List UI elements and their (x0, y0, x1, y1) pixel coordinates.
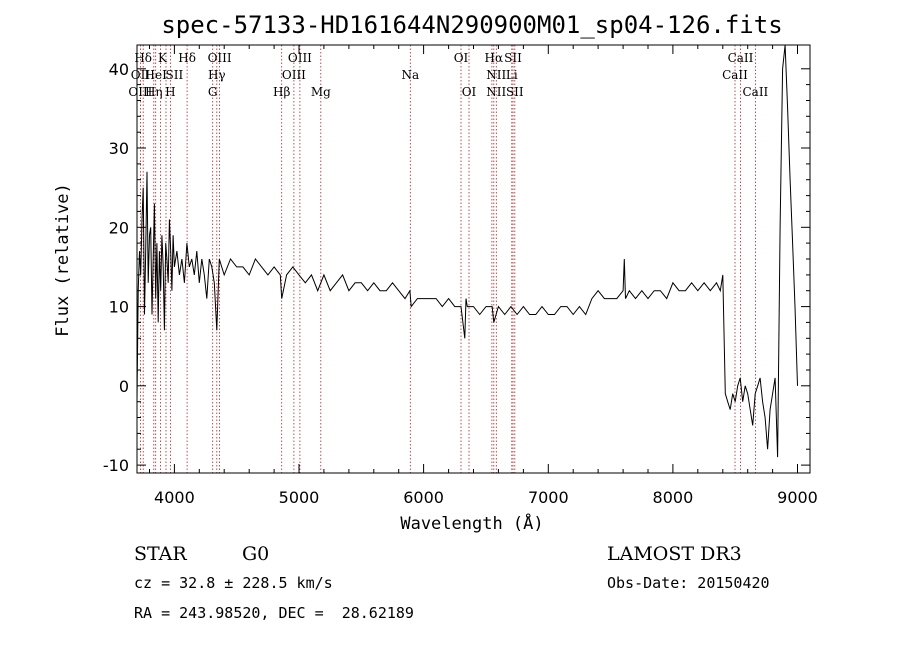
line-label-8: CaII (728, 51, 754, 65)
y-tick-label-10: 10 (109, 298, 129, 317)
line-label-3: OIII (208, 51, 232, 65)
line-label-24: OI (462, 85, 477, 99)
line-label-21: G (208, 85, 218, 99)
x-tick-label-9000: 9000 (777, 488, 818, 507)
line-label-9: OII (131, 68, 151, 82)
line-label-19: Hη (145, 85, 163, 99)
y-tick-label-0: 0 (119, 377, 129, 396)
x-tick-label-6000: 6000 (403, 488, 444, 507)
redshift-info: cz = 32.8 ± 228.5 km/s (134, 574, 333, 592)
line-label-16: Li (506, 68, 518, 82)
line-label-22: Hβ (273, 85, 290, 99)
line-label-0: Hδ (134, 51, 152, 65)
y-tick-label--10: -10 (103, 456, 129, 475)
line-label-11: SII (166, 68, 184, 82)
y-axis-ticks: -10 0 10 20 30 40 (103, 60, 810, 475)
x-tick-label-5000: 5000 (279, 488, 320, 507)
y-tick-label-20: 20 (109, 218, 129, 237)
observation-date: Obs-Date: 20150420 (607, 574, 770, 592)
line-label-14: Na (401, 68, 419, 82)
line-label-15: NII (486, 68, 506, 82)
spectrum-line (136, 44, 798, 458)
line-label-4: OIII (288, 51, 312, 65)
survey-name: LAMOST DR3 (607, 543, 742, 565)
y-tick-label-40: 40 (109, 60, 129, 79)
chart-title: spec-57133-HD161644N290900M01_sp04-126.f… (161, 11, 782, 39)
coordinates: RA = 243.98520, DEC = 28.62189 (134, 604, 414, 622)
line-label-13: OIII (282, 68, 306, 82)
spectral-subclass: G0 (242, 543, 269, 565)
line-label-27: CaII (742, 85, 768, 99)
x-axis-label: Wavelength (Å) (400, 512, 543, 534)
line-label-20: H (165, 85, 175, 99)
line-label-23: Mg (311, 85, 331, 99)
line-label-1: K (158, 51, 168, 65)
object-class: STAR (134, 543, 187, 565)
line-label-2: Hδ (178, 51, 196, 65)
x-axis-ticks: 4000 5000 6000 7000 8000 9000 (149, 45, 818, 507)
x-tick-label-8000: 8000 (653, 488, 694, 507)
line-label-6: Hα (485, 51, 504, 65)
line-label-12: Hγ (208, 68, 226, 82)
line-label-10: HeI (145, 68, 168, 82)
line-label-17: CaII (722, 68, 748, 82)
line-label-18: OIII (128, 85, 152, 99)
y-tick-label-30: 30 (109, 139, 129, 158)
line-label-25: NII (486, 85, 506, 99)
x-tick-label-7000: 7000 (528, 488, 569, 507)
line-label-7: SII (504, 51, 522, 65)
line-label-5: OI (454, 51, 469, 65)
x-tick-label-4000: 4000 (154, 488, 195, 507)
y-axis-label: Flux (relative) (53, 183, 73, 337)
line-label-26: SII (506, 85, 524, 99)
